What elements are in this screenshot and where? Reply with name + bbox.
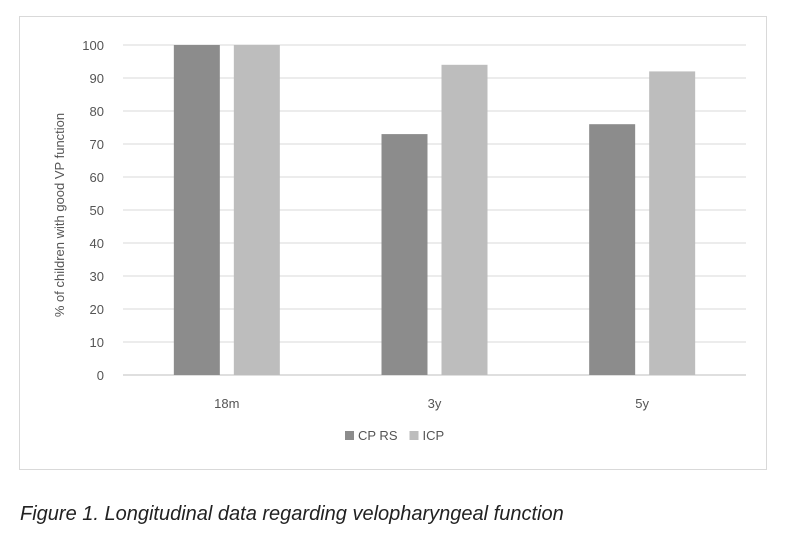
y-tick-labels: 0 10 20 30 40 50 60 70 80 90 100	[82, 38, 104, 383]
y-tick-label: 10	[90, 335, 104, 350]
bar-cp-rs-5y	[589, 124, 636, 375]
gridlines	[123, 44, 746, 376]
bars	[173, 45, 696, 376]
y-tick-label: 30	[90, 269, 104, 284]
x-tick-label: 3y	[428, 396, 442, 411]
y-tick-label: 50	[90, 203, 104, 218]
bar-chart: 0 10 20 30 40 50 60 70 80 90 100 18m 3y 5y % of chil…	[52, 38, 746, 443]
y-tick-label: 80	[90, 104, 104, 119]
bar-icp-18m	[233, 45, 280, 375]
legend-swatch	[345, 431, 354, 440]
y-tick-label: 0	[97, 368, 104, 383]
x-tick-label: 5y	[635, 396, 649, 411]
bar-cp-rs-3y	[381, 134, 428, 375]
y-tick-label: 70	[90, 137, 104, 152]
bar-icp-5y	[649, 71, 696, 376]
y-tick-label: 100	[82, 38, 104, 53]
figure-caption: Figure 1. Longitudinal data regarding ve…	[20, 503, 564, 525]
x-tick-label: 18m	[214, 396, 239, 411]
y-tick-label: 60	[90, 170, 104, 185]
legend-label: ICP	[423, 428, 445, 443]
bar-icp-3y	[441, 64, 488, 376]
legend: CP RS ICP	[345, 428, 444, 443]
y-tick-label: 40	[90, 236, 104, 251]
y-tick-label: 90	[90, 71, 104, 86]
legend-label: CP RS	[358, 428, 398, 443]
legend-swatch	[409, 431, 419, 440]
y-tick-label: 20	[90, 302, 104, 317]
bar-cp-rs-18m	[173, 45, 220, 375]
x-tick-labels: 18m 3y 5y	[214, 396, 649, 411]
y-axis-title: % of children with good VP function	[52, 113, 67, 317]
